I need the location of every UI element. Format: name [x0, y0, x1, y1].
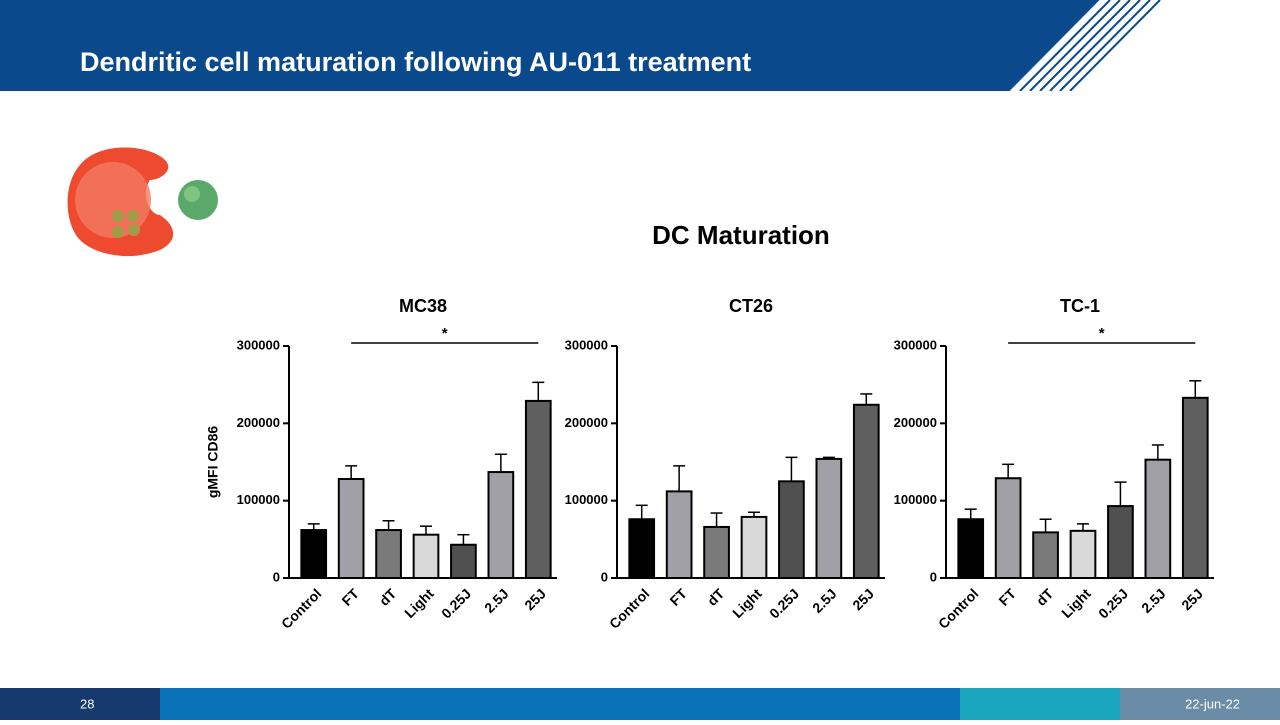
bar: [994, 477, 1022, 579]
x-tick-label: dT: [1033, 585, 1057, 609]
y-tick-label: 0: [930, 569, 937, 584]
bar: [337, 478, 365, 579]
x-tick-label: 25J: [849, 585, 877, 613]
significance-label: *: [442, 325, 448, 342]
x-tick-label: Control: [606, 585, 653, 632]
x-tick-label: 25J: [521, 585, 549, 613]
bar: [1144, 458, 1172, 579]
x-tick-label: 0.25J: [1095, 585, 1131, 621]
y-tick-label: 200000: [237, 415, 280, 430]
bar: [778, 480, 805, 580]
date: 22-jun-22: [1185, 696, 1240, 711]
bar: [450, 543, 477, 579]
y-tick-label: 200000: [894, 415, 937, 430]
header-band: [0, 0, 1161, 91]
bar: [1069, 529, 1097, 579]
cell-illustration: [67, 147, 218, 257]
x-tick-label: FT: [666, 585, 690, 609]
x-tick-label: 2.5J: [809, 585, 840, 616]
x-tick-label: Control: [278, 585, 325, 632]
x-tick-label: dT: [376, 585, 400, 609]
x-tick-label: 2.5J: [481, 585, 512, 616]
y-tick-label: 100000: [894, 492, 937, 507]
x-tick-label: Control: [935, 585, 982, 632]
bar: [852, 403, 880, 580]
bar: [412, 533, 440, 580]
bar: [375, 529, 402, 580]
bar: [703, 525, 730, 580]
y-tick-label: 0: [601, 569, 608, 584]
x-tick-label: 2.5J: [1138, 585, 1169, 616]
x-tick-label: FT: [338, 585, 362, 609]
y-tick-label: 300000: [565, 337, 608, 352]
x-tick-label: 25J: [1178, 585, 1206, 613]
y-tick-label: 0: [273, 569, 280, 584]
chart-title: TC-1: [1060, 296, 1100, 316]
y-tick-label: 100000: [237, 492, 280, 507]
bar: [1107, 505, 1134, 579]
bar: [300, 529, 328, 580]
footer: [0, 688, 1280, 720]
figure-title: DC Maturation: [652, 220, 830, 250]
bar: [524, 399, 552, 580]
y-axis-label: gMFI CD86: [205, 426, 221, 499]
bar: [815, 457, 843, 580]
bar: [665, 490, 693, 579]
x-tick-label: Light: [729, 585, 765, 621]
bar: [740, 515, 768, 580]
x-tick-label: 0.25J: [766, 585, 802, 621]
x-tick-label: Light: [1058, 585, 1094, 621]
bar: [628, 518, 656, 580]
significance-label: *: [1099, 325, 1105, 342]
y-tick-label: 200000: [565, 415, 608, 430]
bar: [487, 471, 515, 580]
page-number: 28: [80, 696, 94, 711]
bar: [1032, 531, 1059, 580]
bar: [1181, 396, 1209, 579]
y-tick-label: 300000: [894, 337, 937, 352]
y-tick-label: 300000: [237, 337, 280, 352]
chart-title: MC38: [399, 296, 447, 316]
bar: [957, 518, 985, 580]
x-tick-label: Light: [401, 585, 437, 621]
x-tick-label: dT: [704, 585, 728, 609]
chart-title: CT26: [729, 296, 773, 316]
y-tick-label: 100000: [565, 492, 608, 507]
slide-title: Dendritic cell maturation following AU-0…: [80, 47, 751, 77]
x-tick-label: FT: [995, 585, 1019, 609]
x-tick-label: 0.25J: [438, 585, 474, 621]
